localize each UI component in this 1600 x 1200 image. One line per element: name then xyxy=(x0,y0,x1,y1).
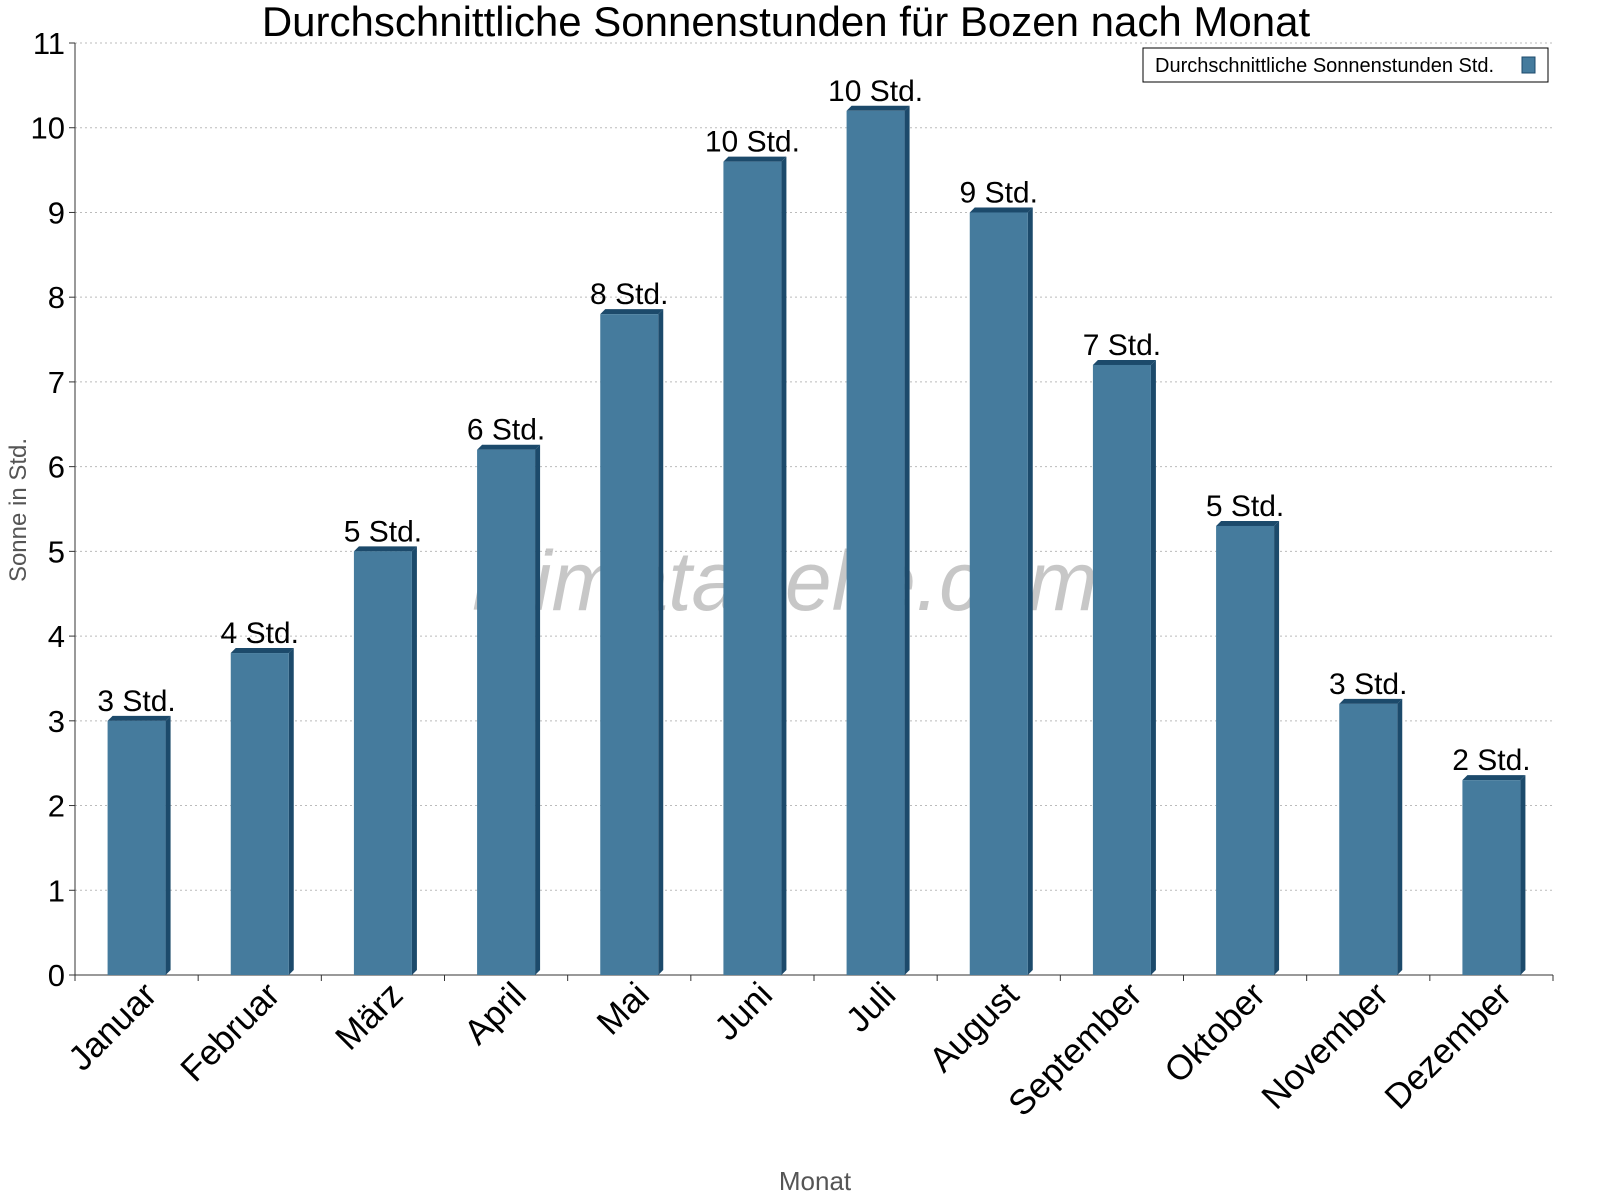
bar xyxy=(600,314,659,975)
bar xyxy=(107,720,166,975)
bar xyxy=(477,449,536,975)
y-tick-label: 1 xyxy=(48,873,65,908)
bar-side xyxy=(781,156,787,976)
bar xyxy=(969,212,1028,976)
x-tick-label: April xyxy=(457,975,534,1052)
x-tick-label: Dezember xyxy=(1377,975,1519,1117)
value-label: 5 Std. xyxy=(1206,490,1284,523)
bar xyxy=(1092,364,1151,975)
bar-top xyxy=(600,309,664,315)
x-tick-label: September xyxy=(1001,975,1150,1124)
bar-side xyxy=(288,648,294,975)
bar xyxy=(846,110,905,976)
bar-side xyxy=(1027,207,1033,976)
x-tick-label: August xyxy=(922,975,1027,1080)
y-tick-label: 8 xyxy=(48,280,65,315)
x-tick-label: November xyxy=(1254,975,1396,1117)
y-axis-title: Sonne in Std. xyxy=(5,438,32,582)
y-tick-label: 4 xyxy=(48,619,65,654)
bar-top xyxy=(1216,520,1280,526)
legend-swatch xyxy=(1521,56,1536,74)
bar-top xyxy=(1092,359,1156,365)
y-tick-label: 0 xyxy=(48,958,65,993)
x-tick-label: Juli xyxy=(839,975,904,1040)
x-tick-label: Mai xyxy=(589,975,656,1042)
x-tick-label: Februar xyxy=(173,975,287,1089)
legend: Durchschnittliche Sonnenstunden Std. xyxy=(1142,47,1549,83)
bar-top xyxy=(353,546,417,552)
bar-side xyxy=(1397,698,1403,975)
chart-title: Durchschnittliche Sonnenstunden für Boze… xyxy=(262,0,1311,45)
bar-top xyxy=(846,105,910,111)
bar xyxy=(353,551,412,975)
value-label: 2 Std. xyxy=(1452,744,1530,777)
bar-top xyxy=(230,648,294,654)
y-tick-label: 10 xyxy=(31,111,65,146)
x-axis-title: Monat xyxy=(779,1166,852,1196)
bar-top xyxy=(477,444,541,450)
y-tick-label: 9 xyxy=(48,195,65,230)
y-tick-label: 3 xyxy=(48,704,65,739)
y-tick-label: 7 xyxy=(48,365,65,400)
bar-top xyxy=(1339,698,1403,704)
bar-top xyxy=(1462,775,1526,781)
bar xyxy=(230,653,289,975)
legend-box xyxy=(1142,47,1549,83)
bar-side xyxy=(1150,359,1156,975)
value-label: 10 Std. xyxy=(705,126,800,159)
bar-side xyxy=(411,546,417,975)
value-label: 9 Std. xyxy=(960,176,1038,209)
y-tick-label: 2 xyxy=(48,789,65,824)
bar-top xyxy=(107,715,171,721)
y-tick-label: 6 xyxy=(48,450,65,485)
bar-side xyxy=(1274,520,1280,975)
y-tick-label: 11 xyxy=(33,26,65,61)
x-tick-label: Juni xyxy=(707,975,780,1048)
bar xyxy=(723,161,782,976)
bar-side xyxy=(1520,775,1526,975)
bar xyxy=(1216,525,1275,975)
value-label: 8 Std. xyxy=(590,278,668,311)
bar-side xyxy=(165,715,171,975)
value-label: 4 Std. xyxy=(221,617,299,650)
bar-side xyxy=(535,444,541,975)
value-label: 3 Std. xyxy=(97,685,175,718)
bar-side xyxy=(904,105,910,976)
legend-label: Durchschnittliche Sonnenstunden Std. xyxy=(1155,55,1494,77)
x-tick-label: Oktober xyxy=(1157,975,1273,1091)
bar xyxy=(1339,703,1398,975)
value-label: 7 Std. xyxy=(1083,329,1161,362)
x-tick-label: Januar xyxy=(61,975,164,1078)
bar-side xyxy=(658,309,664,975)
value-label: 6 Std. xyxy=(467,414,545,447)
y-tick-label: 5 xyxy=(48,534,65,569)
bar-top xyxy=(723,156,787,162)
bar-top xyxy=(969,207,1033,213)
x-tick-label: März xyxy=(328,975,411,1058)
value-label: 3 Std. xyxy=(1329,668,1407,701)
value-label: 5 Std. xyxy=(344,515,422,548)
value-label: 10 Std. xyxy=(828,75,923,108)
bar xyxy=(1462,780,1521,975)
